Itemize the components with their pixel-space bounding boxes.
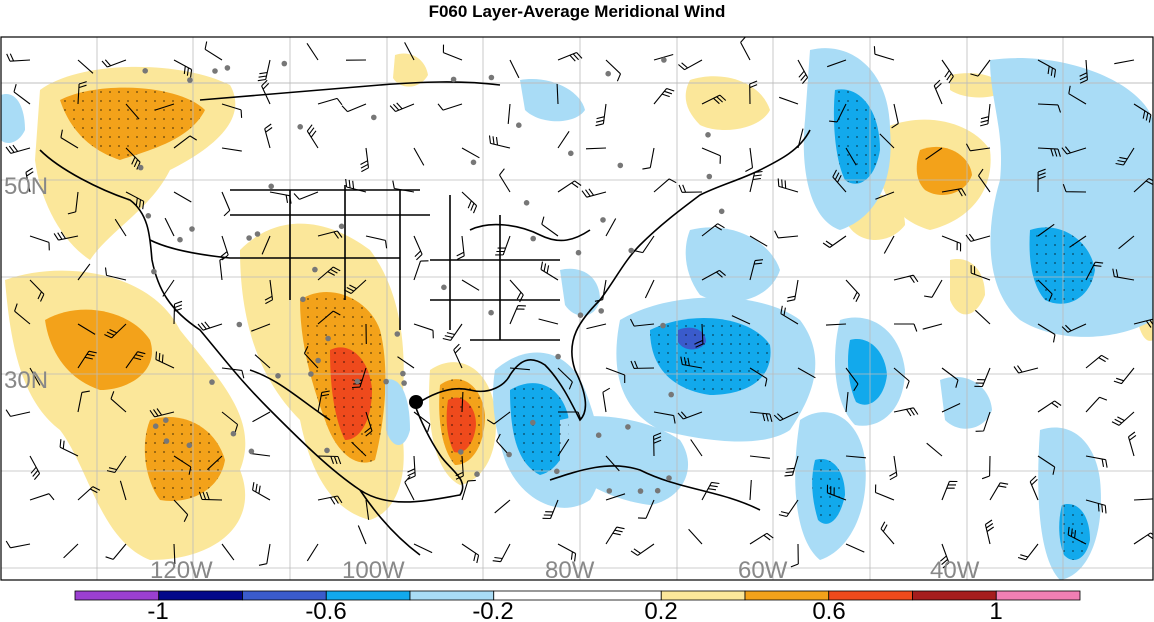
- negative-region-gulf-small: [385, 379, 410, 445]
- positive-region-canada-e: [685, 76, 770, 130]
- negative-region-canada-n: [520, 79, 585, 122]
- lat-label-50n: 50N: [4, 173, 48, 200]
- colorbar-tick-label: -0.6: [305, 598, 346, 622]
- lat-label-30n: 30N: [4, 367, 48, 394]
- colorbar-segment: [493, 590, 662, 601]
- coastlines: [39, 81, 811, 556]
- positive-region-atl-c: [950, 259, 985, 315]
- negative-region-east-atl: [990, 58, 1153, 337]
- colorbar-tick-labels: -1 -0.6 -0.2 0.2 0.6 1: [147, 598, 1002, 622]
- colorbar-tick-label: -1: [147, 598, 168, 622]
- map-frame: [0, 36, 1154, 581]
- positive-region-small-a: [393, 53, 428, 87]
- positive-region-atlantic-ne-core: [916, 146, 972, 195]
- negative-region-mid-atl-core: [848, 339, 887, 405]
- negative-region-ne-coast: [685, 227, 780, 302]
- colorbar-segment: [74, 590, 160, 601]
- observation-sites: [137, 57, 725, 494]
- colorbar-tick-label: -0.2: [472, 598, 513, 622]
- wind-shading: [1, 48, 1153, 580]
- map-title: F060 Layer-Average Meridional Wind: [428, 2, 726, 21]
- positive-region-sw-core-a: [45, 309, 152, 390]
- negative-region-w-edge: [1, 94, 25, 143]
- storm-center-marker: [409, 395, 423, 409]
- colorbar-tick-label: 1: [989, 598, 1002, 622]
- colorbar-segment: [995, 590, 1081, 601]
- negative-region-atl-e-small: [940, 376, 992, 429]
- colorbar-segment: [912, 590, 997, 601]
- colorbar: [74, 590, 1081, 601]
- colorbar-segment: [158, 590, 243, 601]
- colorbar-tick-label: 0.2: [644, 598, 677, 622]
- wind-barbs: [5, 37, 1153, 569]
- colorbar-tick-label: 0.6: [812, 598, 845, 622]
